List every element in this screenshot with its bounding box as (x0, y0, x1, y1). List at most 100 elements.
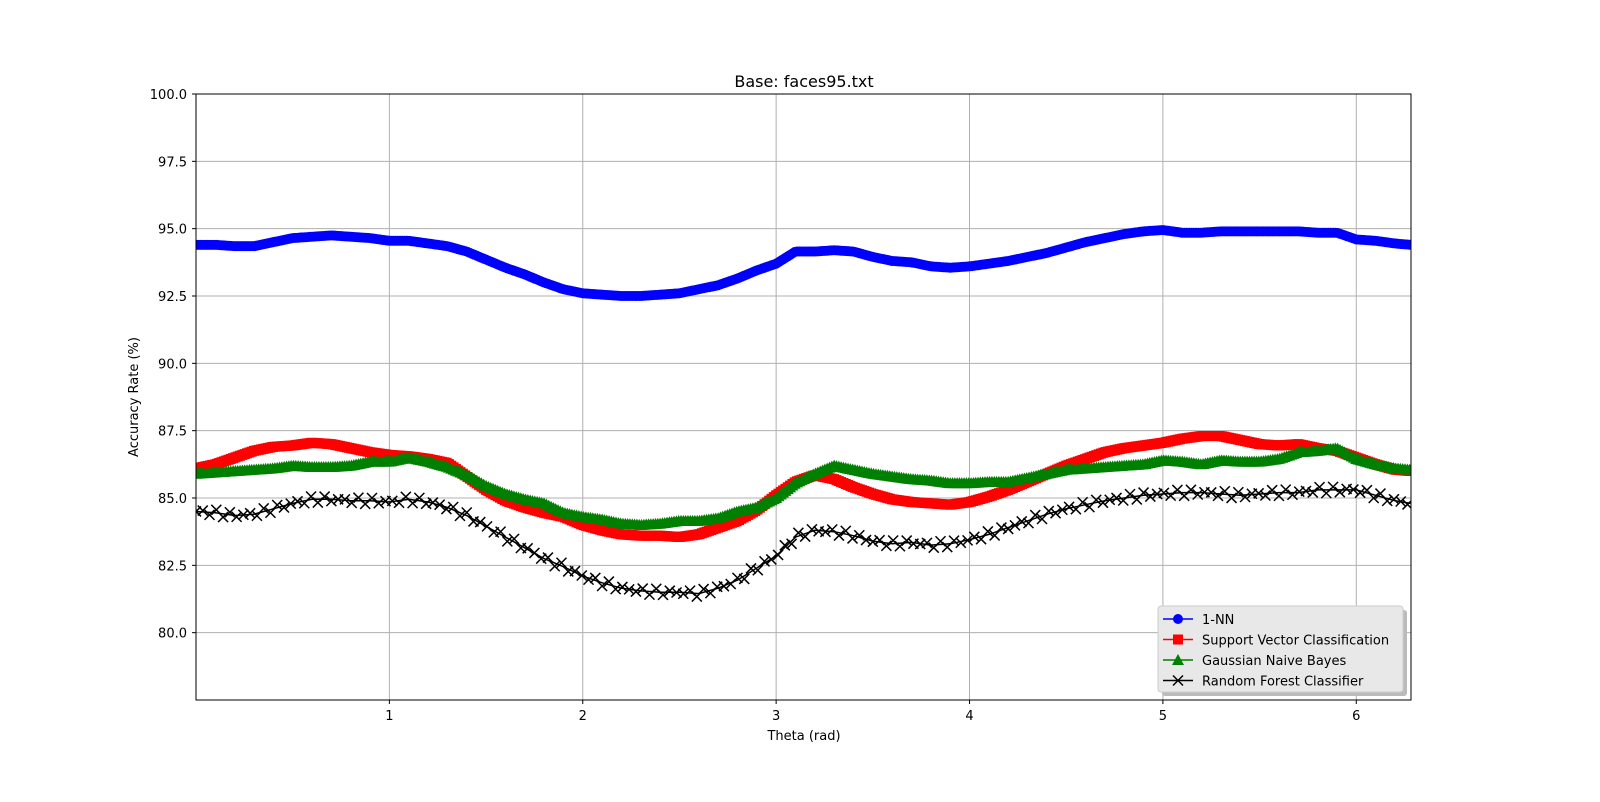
data-point (1266, 484, 1278, 496)
y-tick-label: 100.0 (150, 88, 187, 103)
data-point (224, 506, 236, 518)
y-axis-ticks: 80.0 82.5 85.0 87.5 90.0 92.5 95.0 97.5 100.0 (150, 88, 196, 642)
data-point (1144, 491, 1156, 503)
data-point (664, 585, 676, 597)
data-point (1063, 501, 1075, 513)
data-point (1138, 487, 1150, 499)
x-tick-label: 6 (1352, 709, 1360, 724)
x-tick-label: 5 (1159, 709, 1167, 724)
data-point (874, 534, 886, 546)
data-point (853, 529, 865, 541)
data-point (1192, 488, 1204, 501)
data-point (231, 511, 243, 523)
data-point (474, 516, 486, 528)
data-point (461, 506, 473, 519)
data-point (718, 580, 730, 592)
data-point (1050, 507, 1062, 519)
data-point (846, 532, 859, 544)
legend-marker (1172, 654, 1184, 665)
data-point (204, 509, 216, 521)
data-point (1036, 513, 1048, 525)
data-point (1212, 490, 1224, 502)
data-point (528, 547, 540, 559)
data-point (894, 540, 906, 552)
data-point (989, 529, 1001, 541)
data-point (1327, 481, 1339, 493)
y-tick-label: 80.0 (158, 627, 187, 642)
data-point (454, 510, 466, 522)
data-point (339, 493, 351, 505)
y-tick-label: 82.5 (158, 559, 187, 574)
data-point (1226, 492, 1238, 504)
data-point (373, 497, 385, 509)
data-point (420, 498, 432, 510)
data-point (285, 498, 297, 510)
data-point (576, 569, 588, 582)
data-point (962, 534, 974, 546)
data-point (366, 492, 378, 504)
data-point (948, 535, 960, 547)
data-point (765, 553, 777, 565)
x-tick-label: 4 (965, 709, 973, 724)
chart-title: Base: faces95.txt (734, 72, 873, 91)
data-point (745, 562, 757, 574)
data-point (901, 535, 913, 547)
data-point (508, 533, 520, 545)
data-point (278, 501, 290, 514)
data-point (291, 495, 304, 507)
legend-label: Random Forest Classifier (1202, 675, 1364, 690)
x-axis-label: Theta (rad) (766, 729, 840, 744)
data-point (1110, 492, 1123, 504)
series-line (196, 489, 1411, 595)
legend-entry: Gaussian Naive Bayes (1163, 654, 1346, 669)
data-point (671, 586, 683, 599)
data-point (244, 507, 256, 519)
data-point (1205, 486, 1217, 498)
data-point (1354, 487, 1366, 499)
data-point (319, 491, 331, 503)
data-point (1097, 497, 1109, 509)
data-point (860, 534, 872, 546)
legend-entry: Support Vector Classification (1163, 634, 1389, 649)
legend-marker (1172, 674, 1184, 687)
data-point (1334, 486, 1346, 498)
legend: 1-NN Support Vector Classification Gaussia… (1157, 605, 1407, 696)
data-point (995, 522, 1007, 534)
data-point (271, 499, 283, 511)
series-layer (196, 225, 1411, 603)
legend-label: Support Vector Classification (1202, 634, 1389, 649)
data-point (786, 538, 798, 550)
plot-frame (195, 93, 1412, 701)
legend-box (1157, 605, 1404, 693)
data-point (569, 565, 581, 577)
data-point (1002, 523, 1014, 535)
data-point (1388, 493, 1400, 505)
series-3 (196, 481, 1411, 603)
data-point (610, 583, 622, 595)
y-tick-label: 85.0 (158, 492, 187, 507)
data-point (698, 583, 710, 595)
data-point (1239, 491, 1251, 503)
data-point (772, 549, 784, 561)
data-point (968, 531, 980, 543)
data-point (752, 564, 764, 576)
data-point (1232, 486, 1244, 498)
series-2 (196, 442, 1411, 530)
data-point (1381, 495, 1393, 507)
data-point (738, 573, 750, 585)
data-point (1253, 487, 1265, 499)
data-point (1158, 487, 1170, 499)
data-point (1347, 484, 1359, 496)
data-point (346, 497, 358, 509)
y-tick-label: 95.0 (158, 223, 187, 238)
data-point (589, 572, 601, 584)
data-point (197, 505, 209, 517)
y-tick-label: 90.0 (158, 357, 187, 372)
data-point (1077, 496, 1089, 508)
data-point (495, 526, 507, 538)
legend-marker (1173, 614, 1183, 624)
data-point (1016, 515, 1028, 527)
legend-items: 1-NN Support Vector Classification Gaussia… (1163, 613, 1389, 690)
data-point (833, 530, 845, 542)
data-point (982, 525, 994, 537)
